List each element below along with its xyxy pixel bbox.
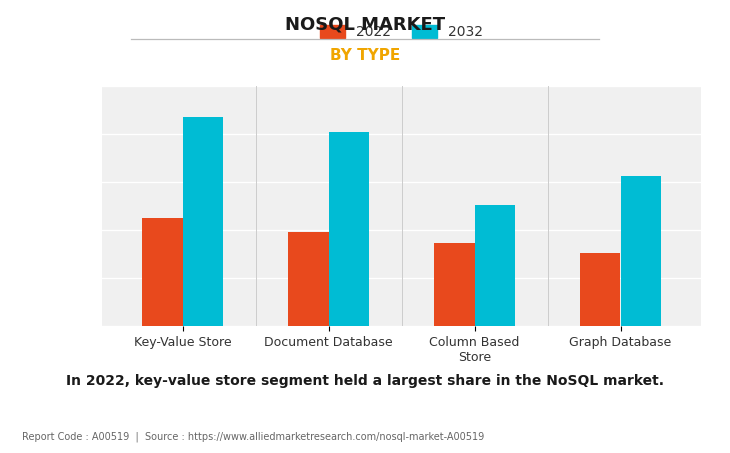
Bar [580, 253, 620, 326]
Legend: 2022, 2032: 2022, 2032 [316, 21, 487, 43]
Bar [288, 232, 328, 326]
Text: In 2022, key-value store segment held a largest share in the NoSQL market.: In 2022, key-value store segment held a … [66, 374, 664, 388]
Text: NOSQL MARKET: NOSQL MARKET [285, 16, 445, 34]
Bar [620, 176, 661, 326]
Bar [328, 132, 369, 326]
Bar [434, 243, 475, 326]
Bar [474, 205, 515, 326]
Text: BY TYPE: BY TYPE [330, 48, 400, 63]
Text: Report Code : A00519  |  Source : https://www.alliedmarketresearch.com/nosql-mar: Report Code : A00519 | Source : https://… [22, 431, 484, 442]
Bar [182, 117, 223, 326]
Bar [142, 217, 182, 326]
